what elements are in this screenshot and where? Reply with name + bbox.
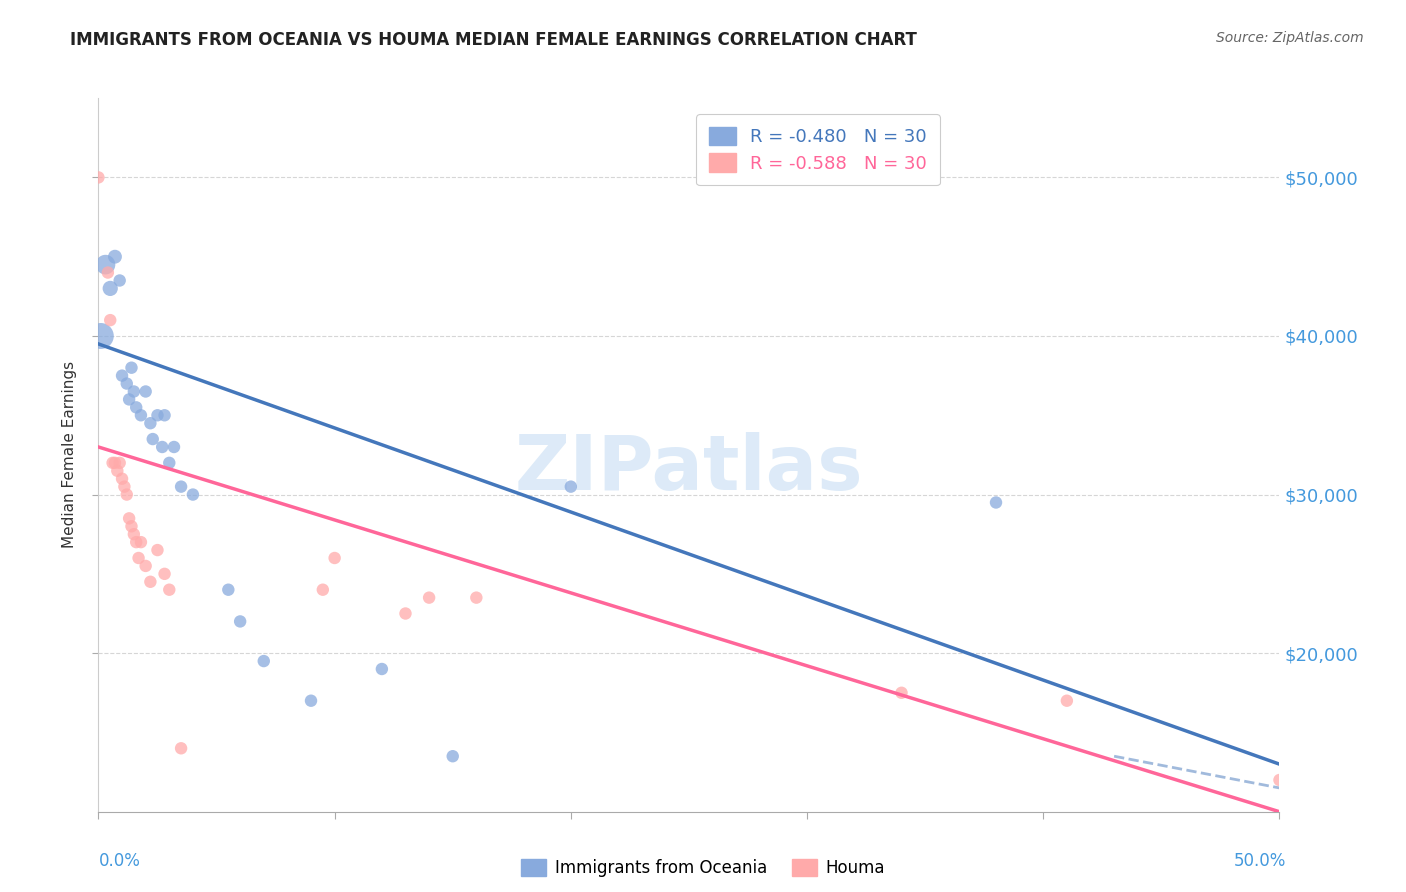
Point	[1056, 694, 1078, 708]
Legend: Immigrants from Oceania, Houma: Immigrants from Oceania, Houma	[515, 852, 891, 884]
Point	[1268, 772, 1291, 787]
Point	[170, 480, 193, 494]
Point	[146, 543, 169, 558]
Text: ZIPatlas: ZIPatlas	[515, 433, 863, 506]
Point	[128, 551, 150, 566]
Point	[253, 654, 276, 668]
Point	[181, 487, 204, 501]
Point	[418, 591, 440, 605]
Point	[94, 258, 117, 272]
Point	[465, 591, 488, 605]
Point	[157, 456, 180, 470]
Point	[87, 170, 110, 185]
Point	[217, 582, 239, 597]
Point	[97, 266, 120, 280]
Point	[890, 686, 912, 700]
Point	[121, 360, 143, 375]
Point	[135, 384, 157, 399]
Point	[157, 582, 180, 597]
Point	[90, 329, 112, 343]
Point	[104, 456, 127, 470]
Point	[312, 582, 335, 597]
Point	[441, 749, 464, 764]
Point	[394, 607, 416, 621]
Point	[105, 464, 128, 478]
Point	[170, 741, 193, 756]
Point	[139, 574, 162, 589]
Point	[121, 519, 143, 533]
Point	[115, 376, 138, 391]
Point	[108, 456, 131, 470]
Point	[118, 511, 141, 525]
Point	[135, 558, 157, 573]
Point	[112, 480, 135, 494]
Point	[98, 281, 121, 295]
Point	[371, 662, 394, 676]
Legend: R = -0.480   N = 30, R = -0.588   N = 30: R = -0.480 N = 30, R = -0.588 N = 30	[696, 114, 939, 186]
Point	[150, 440, 173, 454]
Point	[115, 487, 138, 501]
Point	[122, 384, 145, 399]
Point	[139, 416, 162, 430]
Point	[129, 409, 152, 423]
Point	[229, 615, 252, 629]
Text: Source: ZipAtlas.com: Source: ZipAtlas.com	[1216, 31, 1364, 45]
Point	[163, 440, 186, 454]
Point	[146, 409, 169, 423]
Point	[323, 551, 346, 566]
Point	[104, 250, 127, 264]
Point	[111, 368, 134, 383]
Point	[153, 409, 176, 423]
Point	[142, 432, 165, 446]
Point	[129, 535, 152, 549]
Point	[153, 566, 176, 581]
Point	[984, 495, 1007, 509]
Point	[118, 392, 141, 407]
Point	[108, 273, 131, 287]
Y-axis label: Median Female Earnings: Median Female Earnings	[62, 361, 77, 549]
Point	[101, 456, 124, 470]
Point	[122, 527, 145, 541]
Point	[125, 401, 148, 415]
Text: 0.0%: 0.0%	[98, 852, 141, 870]
Text: IMMIGRANTS FROM OCEANIA VS HOUMA MEDIAN FEMALE EARNINGS CORRELATION CHART: IMMIGRANTS FROM OCEANIA VS HOUMA MEDIAN …	[70, 31, 917, 49]
Point	[125, 535, 148, 549]
Point	[560, 480, 582, 494]
Point	[299, 694, 322, 708]
Point	[111, 472, 134, 486]
Point	[98, 313, 121, 327]
Text: 50.0%: 50.0%	[1234, 852, 1286, 870]
